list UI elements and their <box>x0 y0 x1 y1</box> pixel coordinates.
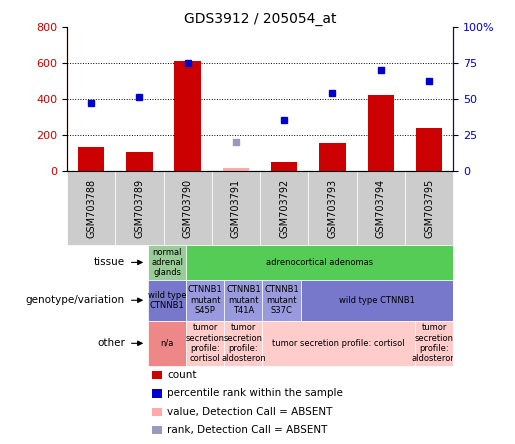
Text: percentile rank within the sample: percentile rank within the sample <box>167 388 344 398</box>
Bar <box>319 143 346 171</box>
Bar <box>152 426 162 435</box>
Bar <box>67 171 115 245</box>
Bar <box>271 162 298 171</box>
Text: tumor
secretion
profile:
aldosteron: tumor secretion profile: aldosteron <box>412 323 456 364</box>
Bar <box>152 389 162 397</box>
Bar <box>416 127 442 171</box>
Text: adrenocortical adenomas: adrenocortical adenomas <box>266 258 373 267</box>
Bar <box>152 408 162 416</box>
Bar <box>163 171 212 245</box>
Text: value, Detection Call = ABSENT: value, Detection Call = ABSENT <box>167 407 333 417</box>
Text: other: other <box>97 338 125 349</box>
Bar <box>415 321 453 366</box>
Text: CTNNB1
mutant
S45P: CTNNB1 mutant S45P <box>188 285 222 315</box>
Bar <box>78 147 105 171</box>
Bar <box>356 171 405 245</box>
Bar <box>225 280 263 321</box>
Bar <box>175 61 201 171</box>
Bar <box>186 280 225 321</box>
Text: GSM703791: GSM703791 <box>231 178 241 238</box>
Text: CTNNB1
mutant
S37C: CTNNB1 mutant S37C <box>264 285 299 315</box>
Bar <box>148 245 186 280</box>
Text: genotype/variation: genotype/variation <box>26 295 125 305</box>
Bar <box>263 280 301 321</box>
Bar <box>115 171 163 245</box>
Text: GSM703792: GSM703792 <box>279 178 289 238</box>
Text: tumor
secretion
profile:
aldosteron: tumor secretion profile: aldosteron <box>221 323 266 364</box>
Text: n/a: n/a <box>161 339 174 348</box>
Text: count: count <box>167 370 197 380</box>
Text: GSM703795: GSM703795 <box>424 178 434 238</box>
Bar <box>222 168 249 171</box>
Text: tumor
secretion
profile:
cortisol: tumor secretion profile: cortisol <box>186 323 225 364</box>
Text: wild type
CTNNB1: wild type CTNNB1 <box>148 290 186 310</box>
Text: normal
adrenal
glands: normal adrenal glands <box>151 247 183 278</box>
Bar <box>152 371 162 379</box>
Bar <box>186 321 225 366</box>
Text: GSM703788: GSM703788 <box>86 178 96 238</box>
Text: GSM703790: GSM703790 <box>183 178 193 238</box>
Bar <box>263 321 415 366</box>
Title: GDS3912 / 205054_at: GDS3912 / 205054_at <box>184 12 336 26</box>
Text: rank, Detection Call = ABSENT: rank, Detection Call = ABSENT <box>167 425 328 435</box>
Text: wild type CTNNB1: wild type CTNNB1 <box>339 296 415 305</box>
Bar <box>148 321 186 366</box>
Bar <box>212 171 260 245</box>
Text: GSM703794: GSM703794 <box>376 178 386 238</box>
Bar <box>148 280 186 321</box>
Bar <box>260 171 308 245</box>
Bar <box>301 280 453 321</box>
Bar <box>186 245 453 280</box>
Text: tumor secretion profile: cortisol: tumor secretion profile: cortisol <box>272 339 405 348</box>
Text: GSM703789: GSM703789 <box>134 178 144 238</box>
Bar <box>368 95 394 171</box>
Text: GSM703793: GSM703793 <box>328 178 337 238</box>
Bar <box>405 171 453 245</box>
Text: tissue: tissue <box>94 258 125 267</box>
Bar <box>126 152 152 171</box>
Bar <box>308 171 356 245</box>
Text: CTNNB1
mutant
T41A: CTNNB1 mutant T41A <box>226 285 261 315</box>
Bar <box>225 321 263 366</box>
